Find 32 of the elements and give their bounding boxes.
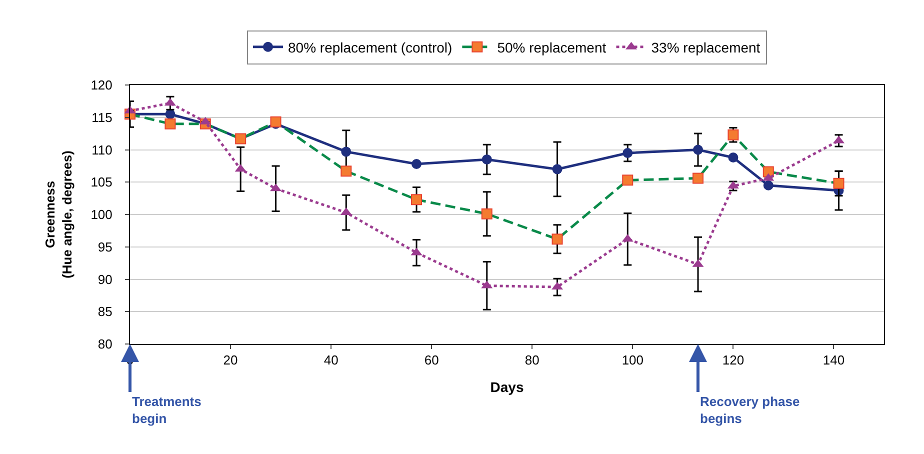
legend-label: 50% replacement [497, 39, 606, 56]
x-tick-label: 140 [822, 352, 845, 368]
x-tick-label: 40 [324, 352, 338, 368]
y-tick-label: 80 [98, 336, 112, 352]
y-tick-label: 115 [92, 110, 112, 125]
x-axis-title: Days [490, 378, 524, 395]
y-tick-label: 110 [92, 142, 112, 158]
legend-label: 33% replacement [651, 39, 760, 56]
point [552, 164, 562, 174]
y-tick-label: 120 [90, 78, 112, 93]
x-tick-label: 120 [722, 352, 744, 368]
text: Recovery phase begins [700, 394, 800, 426]
x-tick-label: 60 [424, 352, 439, 368]
point [763, 180, 774, 190]
point [412, 159, 422, 169]
y-tick-label: 100 [90, 207, 112, 222]
y-tick-label: 105 [90, 174, 112, 190]
y-tick-label: 85 [98, 304, 112, 320]
x-tick-label: 100 [622, 352, 644, 368]
y-tick-label: 95 [98, 239, 112, 254]
y-tick-label: 90 [98, 272, 112, 287]
y-axis-title: Greenness (Hue angle, degrees) [42, 150, 75, 278]
point [728, 152, 738, 163]
point [482, 154, 492, 164]
point [693, 144, 704, 155]
x-tick-label: 20 [223, 352, 238, 368]
point [622, 148, 633, 158]
point [341, 146, 352, 157]
text: Treatments begin [132, 394, 202, 426]
point [165, 109, 176, 120]
legend-label: 80% replacement (control) [288, 39, 452, 56]
x-tick-label: 80 [524, 352, 540, 368]
